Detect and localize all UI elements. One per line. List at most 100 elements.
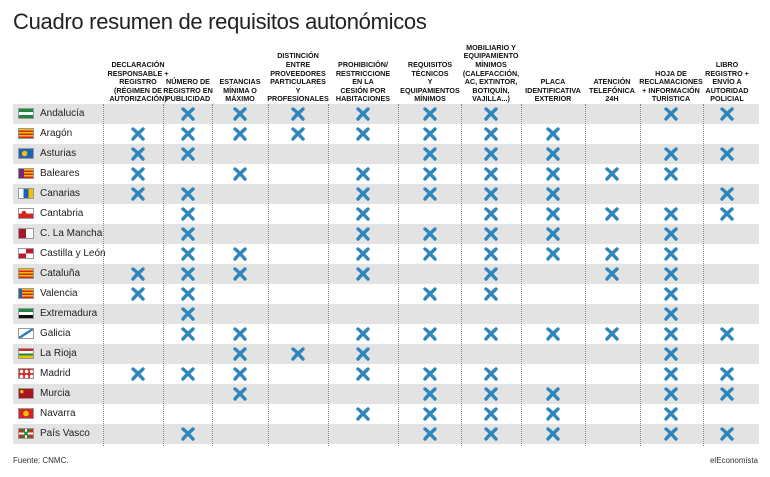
cross-mark-icon (720, 207, 734, 221)
cross-mark-icon (131, 287, 145, 301)
cross-mark-icon (356, 127, 370, 141)
cross-mark-icon (423, 127, 437, 141)
cross-mark-icon (484, 267, 498, 281)
table-row: País Vasco (13, 424, 759, 444)
table-row: Baleares (13, 164, 759, 184)
cross-mark-icon (131, 267, 145, 281)
table-row: Cataluña (13, 264, 759, 284)
cross-mark-icon (546, 247, 560, 261)
cross-mark-icon (233, 367, 247, 381)
region-label: C. La Mancha (40, 228, 103, 239)
cross-mark-icon (484, 107, 498, 121)
cross-mark-icon (356, 367, 370, 381)
region-label: La Rioja (40, 348, 77, 359)
cross-mark-icon (546, 127, 560, 141)
cross-mark-icon (720, 367, 734, 381)
cross-mark-icon (356, 107, 370, 121)
cross-mark-icon (233, 267, 247, 281)
cross-mark-icon (720, 107, 734, 121)
cross-mark-icon (181, 307, 195, 321)
navarra-flag (18, 408, 34, 419)
cross-mark-icon (664, 347, 678, 361)
region-label: Valencia (40, 288, 78, 299)
cross-mark-icon (546, 327, 560, 341)
cross-mark-icon (181, 267, 195, 281)
region-label: Navarra (40, 408, 76, 419)
column-header: PROHIBICIÓN/ RESTRICCIONE EN LA CESIÓN P… (335, 60, 391, 104)
cross-mark-icon (233, 247, 247, 261)
valencia-flag (18, 288, 34, 299)
cross-mark-icon (181, 427, 195, 441)
cross-mark-icon (233, 107, 247, 121)
cross-mark-icon (356, 167, 370, 181)
cross-mark-icon (181, 287, 195, 301)
cross-mark-icon (664, 327, 678, 341)
cross-mark-icon (484, 167, 498, 181)
cross-mark-icon (664, 227, 678, 241)
region-label: Extremadura (40, 308, 98, 319)
cross-mark-icon (181, 327, 195, 341)
cross-mark-icon (664, 207, 678, 221)
cross-mark-icon (546, 427, 560, 441)
cross-mark-icon (356, 267, 370, 281)
column-divider (640, 104, 641, 446)
cross-mark-icon (233, 167, 247, 181)
cross-mark-icon (664, 147, 678, 161)
cross-mark-icon (356, 207, 370, 221)
table-row: Castilla y León (13, 244, 759, 264)
cross-mark-icon (423, 327, 437, 341)
cross-mark-icon (664, 247, 678, 261)
source-note: Fuente: CNMC. (13, 456, 69, 465)
column-header: PLACA IDENTIFICATIVA EXTERIOR (525, 77, 581, 104)
galicia-flag (18, 328, 34, 339)
table-row: Madrid (13, 364, 759, 384)
castilla-y-leon-flag (18, 248, 34, 259)
cross-mark-icon (131, 147, 145, 161)
cross-mark-icon (664, 427, 678, 441)
cross-mark-icon (131, 367, 145, 381)
cross-mark-icon (181, 187, 195, 201)
cross-mark-icon (720, 387, 734, 401)
cross-mark-icon (131, 187, 145, 201)
column-header: MOBILIARIO Y EQUIPAMIENTO MÍNIMOS (CALEF… (462, 42, 520, 104)
column-header: DISTINCIÓN ENTRE PROVEEDORES PARTICULARE… (267, 51, 329, 104)
cross-mark-icon (484, 187, 498, 201)
cross-mark-icon (664, 307, 678, 321)
table-row: Aragón (13, 124, 759, 144)
cross-mark-icon (356, 347, 370, 361)
column-divider (461, 104, 462, 446)
madrid-flag (18, 368, 34, 379)
cross-mark-icon (664, 287, 678, 301)
column-divider (521, 104, 522, 446)
column-header: NÚMERO DE REGISTRO EN PUBLICIDAD (163, 77, 213, 104)
column-header: HOJA DE RECLAMACIONES + INFORMACIÓN TURÍ… (639, 68, 703, 104)
baleares-flag (18, 168, 34, 179)
canarias-flag (18, 188, 34, 199)
region-label: Castilla y León (40, 248, 106, 259)
cross-mark-icon (664, 407, 678, 421)
region-label: Canarias (40, 188, 81, 199)
cross-mark-icon (484, 287, 498, 301)
region-label: Andalucía (40, 108, 85, 119)
cross-mark-icon (546, 227, 560, 241)
cross-mark-icon (181, 227, 195, 241)
cross-mark-icon (546, 167, 560, 181)
cross-mark-icon (484, 327, 498, 341)
cross-mark-icon (291, 347, 305, 361)
cantabria-flag (18, 208, 34, 219)
cross-mark-icon (356, 227, 370, 241)
cross-mark-icon (546, 407, 560, 421)
cross-mark-icon (356, 187, 370, 201)
cross-mark-icon (356, 327, 370, 341)
column-divider (212, 104, 213, 446)
column-header: REQUISITOS TÉCNICOS Y EQUIPAMIENTOS MÍNI… (400, 60, 460, 104)
cross-mark-icon (605, 207, 619, 221)
cross-mark-icon (423, 247, 437, 261)
cross-mark-icon (720, 327, 734, 341)
cross-mark-icon (291, 127, 305, 141)
table-row: Valencia (13, 284, 759, 304)
column-header: ESTANCIAS MÍNIMA O MÁXIMO (219, 77, 261, 104)
cross-mark-icon (546, 387, 560, 401)
table-row: C. La Mancha (13, 224, 759, 244)
cross-mark-icon (181, 107, 195, 121)
